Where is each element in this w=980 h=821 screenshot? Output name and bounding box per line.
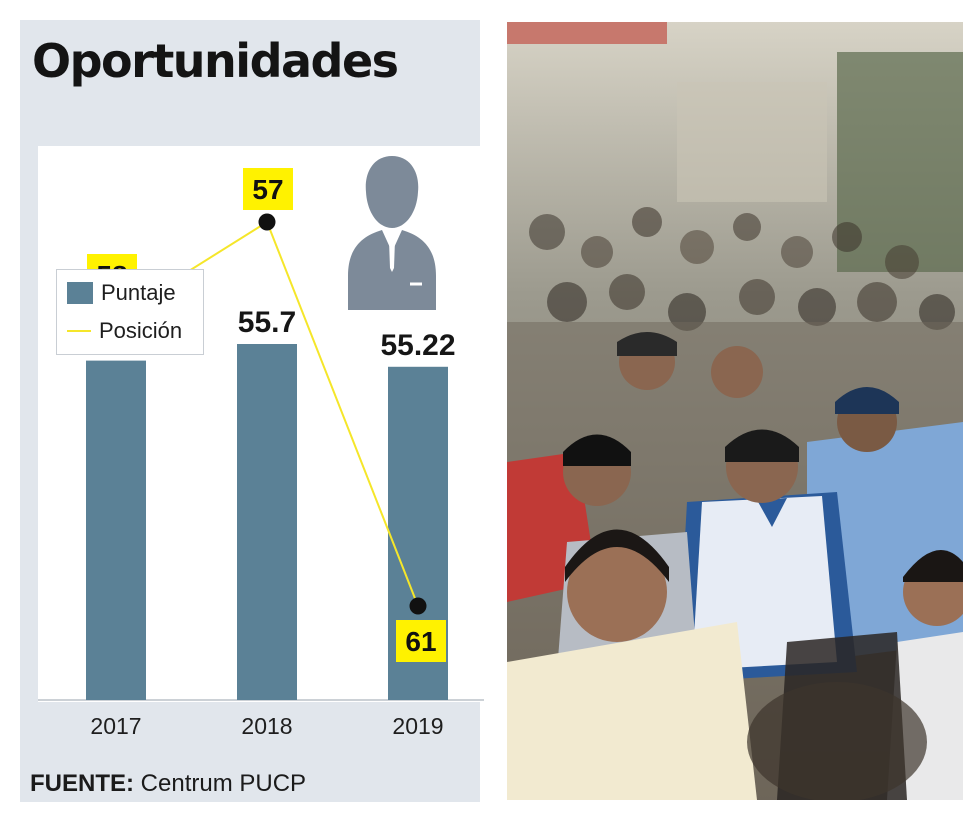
- legend-item-posicion: Posición: [57, 316, 182, 346]
- legend-swatch-posicion: [67, 330, 91, 332]
- position-label-text: 57: [252, 174, 283, 205]
- position-point-2018: [258, 213, 276, 231]
- legend-item-puntaje: Puntaje: [57, 278, 176, 308]
- legend-label-posicion: Posición: [99, 318, 183, 343]
- bar-2018: [237, 344, 297, 700]
- x-tick-2018: 2018: [241, 713, 292, 739]
- x-tick-2017: 2017: [90, 713, 141, 739]
- businessman-icon: [348, 156, 436, 310]
- position-label-text: 61: [405, 626, 436, 657]
- bar-2017: [86, 360, 146, 700]
- position-label-2018: 57: [243, 168, 293, 210]
- x-tick-2019: 2019: [392, 713, 443, 739]
- source-note: FUENTE: Centrum PUCP: [30, 770, 306, 798]
- crowd-photo: [507, 22, 963, 800]
- position-label-2019: 61: [396, 620, 446, 662]
- bar-value-label-2019: 55.22: [380, 329, 455, 362]
- source-text: Centrum PUCP: [140, 770, 307, 797]
- position-point-2019: [409, 597, 427, 615]
- legend-label-puntaje: Puntaje: [101, 280, 176, 305]
- bar-value-label-2018: 55.7: [238, 306, 296, 339]
- crowd-illustration: [507, 22, 963, 800]
- infographic-panel: Oportunidades 55.3555.755.22 585761 2017…: [20, 20, 484, 802]
- x-ticks-layer: 2017 2018 2019: [90, 713, 443, 739]
- legend-swatch-puntaje: [67, 282, 93, 304]
- position-label-bg: [396, 620, 446, 662]
- chart-legend: Puntaje Posición: [56, 269, 204, 355]
- chart-title: Oportunidades: [32, 34, 399, 88]
- source-prefix: FUENTE:: [30, 770, 134, 797]
- position-label-bg: [243, 168, 293, 210]
